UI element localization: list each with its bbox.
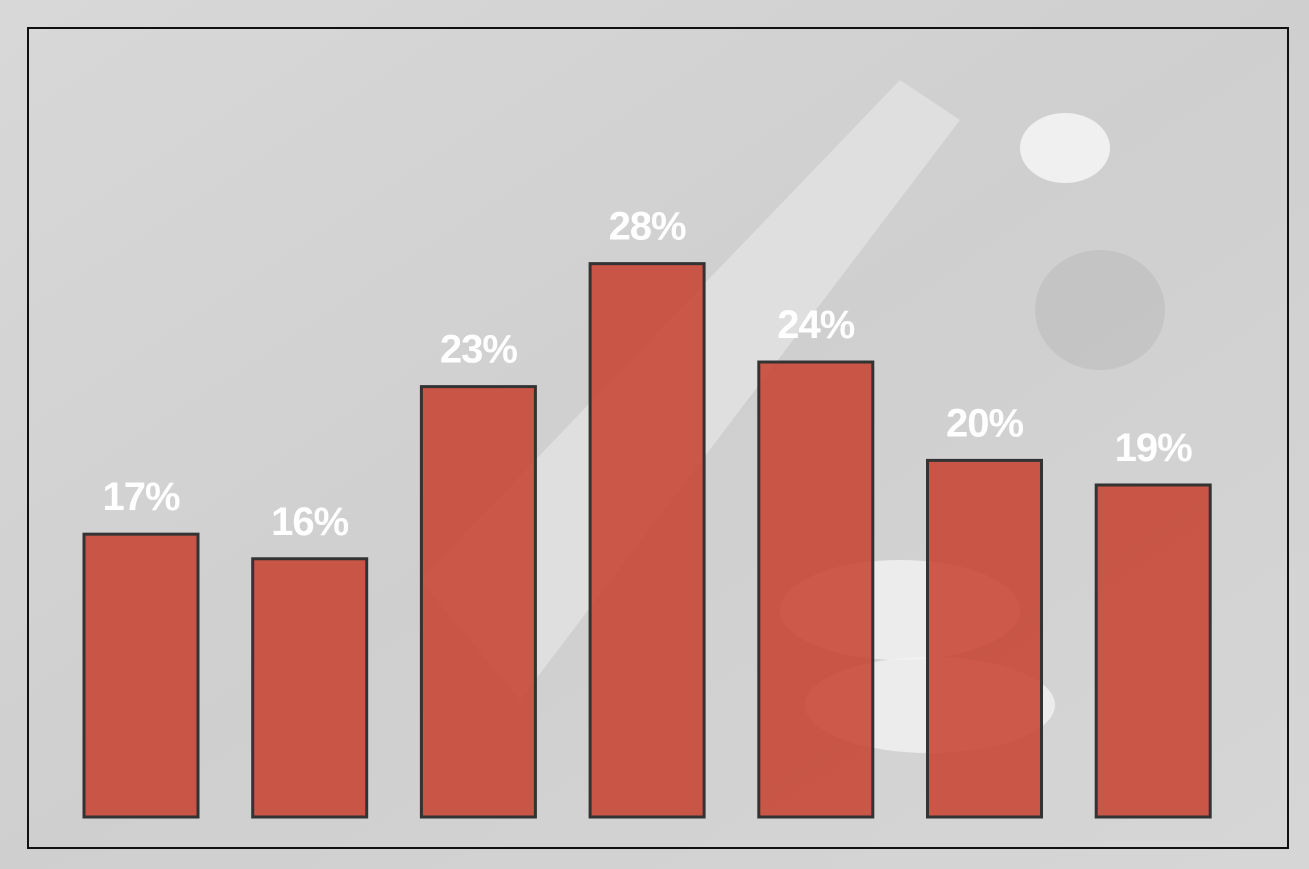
bar — [82, 532, 200, 819]
bar — [926, 458, 1043, 819]
value-label: 24% — [777, 303, 854, 347]
bar — [1094, 483, 1212, 819]
value-label: 20% — [946, 401, 1023, 445]
photo-figure — [1035, 250, 1165, 370]
photo-helmet — [1020, 113, 1110, 183]
value-label: 16% — [271, 500, 348, 544]
value-label: 23% — [440, 328, 517, 372]
value-label: 28% — [609, 205, 686, 249]
value-label: 19% — [1115, 426, 1192, 470]
bar — [251, 557, 369, 819]
frame — [27, 27, 1289, 849]
value-label: 17% — [102, 475, 179, 519]
bar — [588, 262, 706, 819]
bar — [419, 385, 537, 819]
bar — [757, 360, 875, 819]
